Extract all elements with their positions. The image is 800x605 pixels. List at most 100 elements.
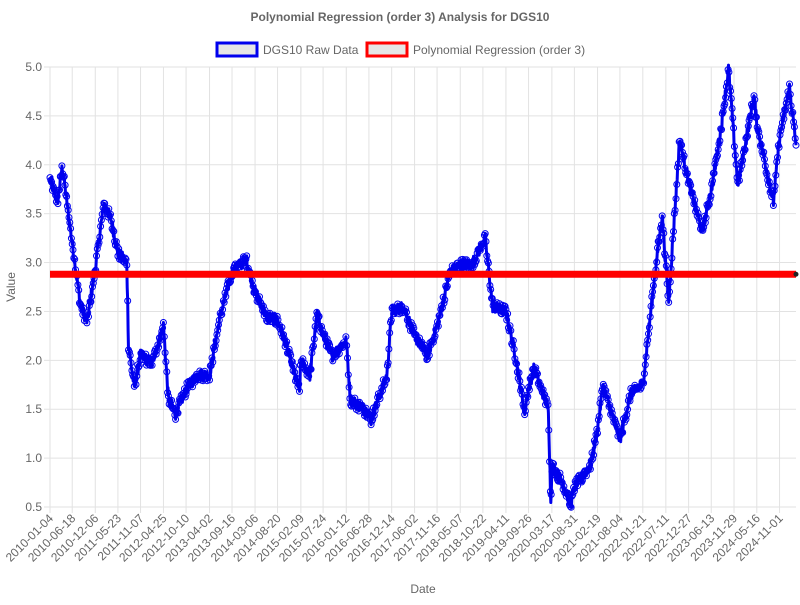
raw-data-point [725,68,733,76]
raw-data-point [443,282,451,290]
raw-data-point [710,169,718,177]
raw-data-point [596,399,604,407]
raw-data-point [58,162,66,170]
raw-data-point [589,455,597,463]
raw-data-point [402,305,410,313]
raw-data-point [711,160,719,168]
raw-data-point [672,195,680,203]
raw-data-point [107,210,114,218]
raw-data-point [278,323,286,331]
raw-data-point [676,137,684,145]
raw-data-point [600,382,608,390]
raw-data-point [751,96,759,104]
raw-data-point [671,206,679,214]
y-tick-label: 1.5 [25,402,42,416]
raw-data-point [594,429,601,437]
raw-data-point [61,181,69,189]
raw-data-point [694,209,702,217]
raw-data-point [656,233,664,241]
raw-data-point [172,415,180,423]
raw-data-point [84,309,92,317]
raw-data-point [669,235,677,243]
raw-data-point [214,326,222,334]
raw-data-point [424,355,432,363]
raw-data-point [592,431,600,439]
raw-data-point [743,133,751,141]
y-tick-label: 3.0 [25,256,42,270]
raw-data-point [377,389,385,396]
raw-data-point [524,393,532,401]
chart-title: Polynomial Regression (order 3) Analysis… [251,10,550,24]
legend-item-raw[interactable]: DGS10 Raw Data [215,41,359,58]
raw-data-point [771,182,779,190]
raw-data-point [181,393,189,401]
raw-data-point [504,310,512,318]
raw-data-point [744,132,751,140]
raw-data-point [639,378,647,386]
raw-data-point [484,259,492,267]
raw-data-point [209,358,217,366]
raw-data-point [56,186,63,194]
raw-data-point [680,152,688,160]
raw-data-point [127,359,135,367]
raw-data-point [264,318,271,325]
raw-data-point [486,282,494,289]
raw-data-point [276,321,283,329]
raw-data-point [658,212,666,220]
legend-item-regression[interactable]: Polynomial Regression (order 3) [365,41,585,58]
y-tick-label: 4.5 [25,109,42,123]
raw-data-point [772,171,780,179]
raw-data-point [641,361,649,369]
raw-data-point [314,310,322,318]
raw-data-point [110,227,118,235]
raw-data-point [483,252,491,260]
raw-data-point [288,358,296,366]
legend-swatch-raw [215,41,259,58]
raw-data-point [63,202,71,210]
raw-data-point [688,189,696,197]
raw-data-point [71,255,79,263]
raw-data-point [543,398,551,406]
raw-data-point [622,415,630,423]
raw-data-point [440,299,448,307]
raw-data-point [373,401,381,408]
raw-data-point [587,457,595,465]
raw-data-point [542,395,550,403]
raw-data-point [735,177,743,184]
raw-data-point [569,491,577,499]
raw-data-point [643,340,651,348]
y-axis-ticks: 0.5 1.0 1.5 2.0 2.5 3.0 3.5 4.0 4.5 5.0 [25,60,50,514]
x-axis-ticks: 2010-01-042010-06-182010-12-062011-05-23… [3,507,786,565]
raw-data-point [521,407,529,415]
grid [49,66,796,508]
raw-data-point [88,293,96,300]
raw-data-point [420,344,428,352]
raw-data-point [310,335,318,343]
raw-data-point [566,502,574,510]
raw-data-point [526,375,534,383]
raw-data-point [164,389,172,397]
raw-data-point [574,482,582,490]
raw-data-point [640,379,648,387]
raw-data-point [93,245,101,253]
raw-data-point [765,181,772,189]
raw-data-point [510,345,518,353]
raw-data-point [730,143,738,150]
raw-data-point [383,376,391,384]
raw-data-point [586,465,594,473]
raw-data-point [163,368,171,376]
raw-data-point [283,338,291,346]
raw-data-point [701,219,709,227]
raw-data-point [206,376,213,384]
raw-data-point [87,298,95,306]
regression-series [50,270,799,278]
raw-data-point [603,392,611,400]
raw-data-point [570,487,578,495]
raw-data-point [691,196,699,204]
raw-data-point [619,429,627,436]
raw-data-point [739,156,747,164]
raw-data-point [89,279,97,287]
raw-data-point [778,123,786,131]
raw-data-point [580,468,588,476]
